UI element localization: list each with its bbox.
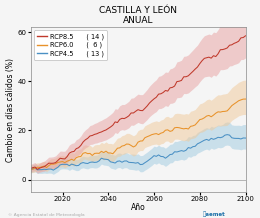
Legend: RCP8.5      ( 14 ), RCP6.0      (  6 ), RCP4.5      ( 13 ): RCP8.5 ( 14 ), RCP6.0 ( 6 ), RCP4.5 ( 13… [34, 31, 107, 60]
X-axis label: Año: Año [131, 203, 145, 213]
Text: © Agencia Estatal de Meteorología: © Agencia Estatal de Meteorología [8, 213, 85, 217]
Title: CASTILLA Y LEÓN
ANUAL: CASTILLA Y LEÓN ANUAL [99, 5, 177, 25]
Text: 🅰aemet: 🅰aemet [203, 211, 226, 217]
Y-axis label: Cambio en días cálidos (%): Cambio en días cálidos (%) [5, 58, 15, 162]
